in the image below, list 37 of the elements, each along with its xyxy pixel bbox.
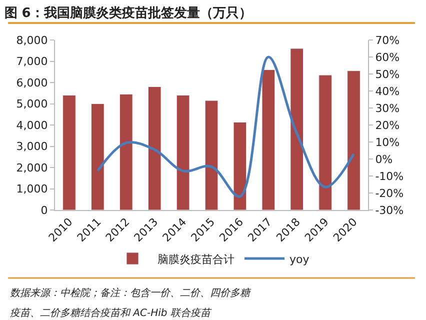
y-tick-label: 1,000: [16, 182, 48, 196]
y2-tick-label: -10%: [375, 170, 404, 183]
y2-tick-label: 50%: [375, 68, 400, 81]
bar: [204, 100, 218, 210]
bar: [233, 122, 247, 210]
bar: [91, 104, 104, 210]
y-tick-label: 4,000: [16, 118, 48, 132]
y-tick-label: 8,000: [16, 34, 48, 47]
y-tick-label: 6,000: [16, 76, 48, 90]
chart-title: 图 6：我国脑膜炎类疫苗批签发量（万只）: [4, 5, 252, 22]
bar: [290, 48, 304, 210]
bar: [262, 70, 276, 210]
y-tick-label: 3,000: [16, 140, 48, 154]
y2-tick-label: 20%: [375, 118, 400, 132]
y-tick-label: 5,000: [16, 98, 48, 111]
text: 疫苗、二价多糖结合疫苗和 AC-Hib 联合疫苗: [10, 307, 212, 319]
y2-tick-label: 70%: [375, 34, 400, 47]
bar: [62, 95, 76, 210]
y2-tick-label: 30%: [375, 102, 400, 115]
legend-label: 脑膜炎疫苗合计: [158, 252, 234, 266]
y2-tick-label: 40%: [375, 84, 400, 98]
y-tick-label: 2,000: [16, 161, 48, 174]
bar: [119, 94, 133, 210]
bar: [347, 70, 360, 210]
y2-tick-label: -20%: [375, 186, 404, 200]
line-series: [96, 56, 356, 198]
y2-tick-label: 0%: [375, 152, 393, 166]
y-tick-label: 0: [40, 204, 48, 217]
y2-tick-label: -30%: [375, 204, 404, 217]
legend-label: yoy: [290, 252, 310, 266]
source-note: 数据来源：中检院；备注：包含一价、二价、四价多糖: [10, 287, 252, 299]
bar: [176, 95, 190, 210]
bar: [148, 86, 162, 210]
y2-tick-label: 10%: [375, 136, 400, 149]
y2-tick-label: 60%: [375, 50, 400, 64]
bar: [318, 74, 332, 210]
y-tick-label: 7,000: [16, 55, 48, 68]
